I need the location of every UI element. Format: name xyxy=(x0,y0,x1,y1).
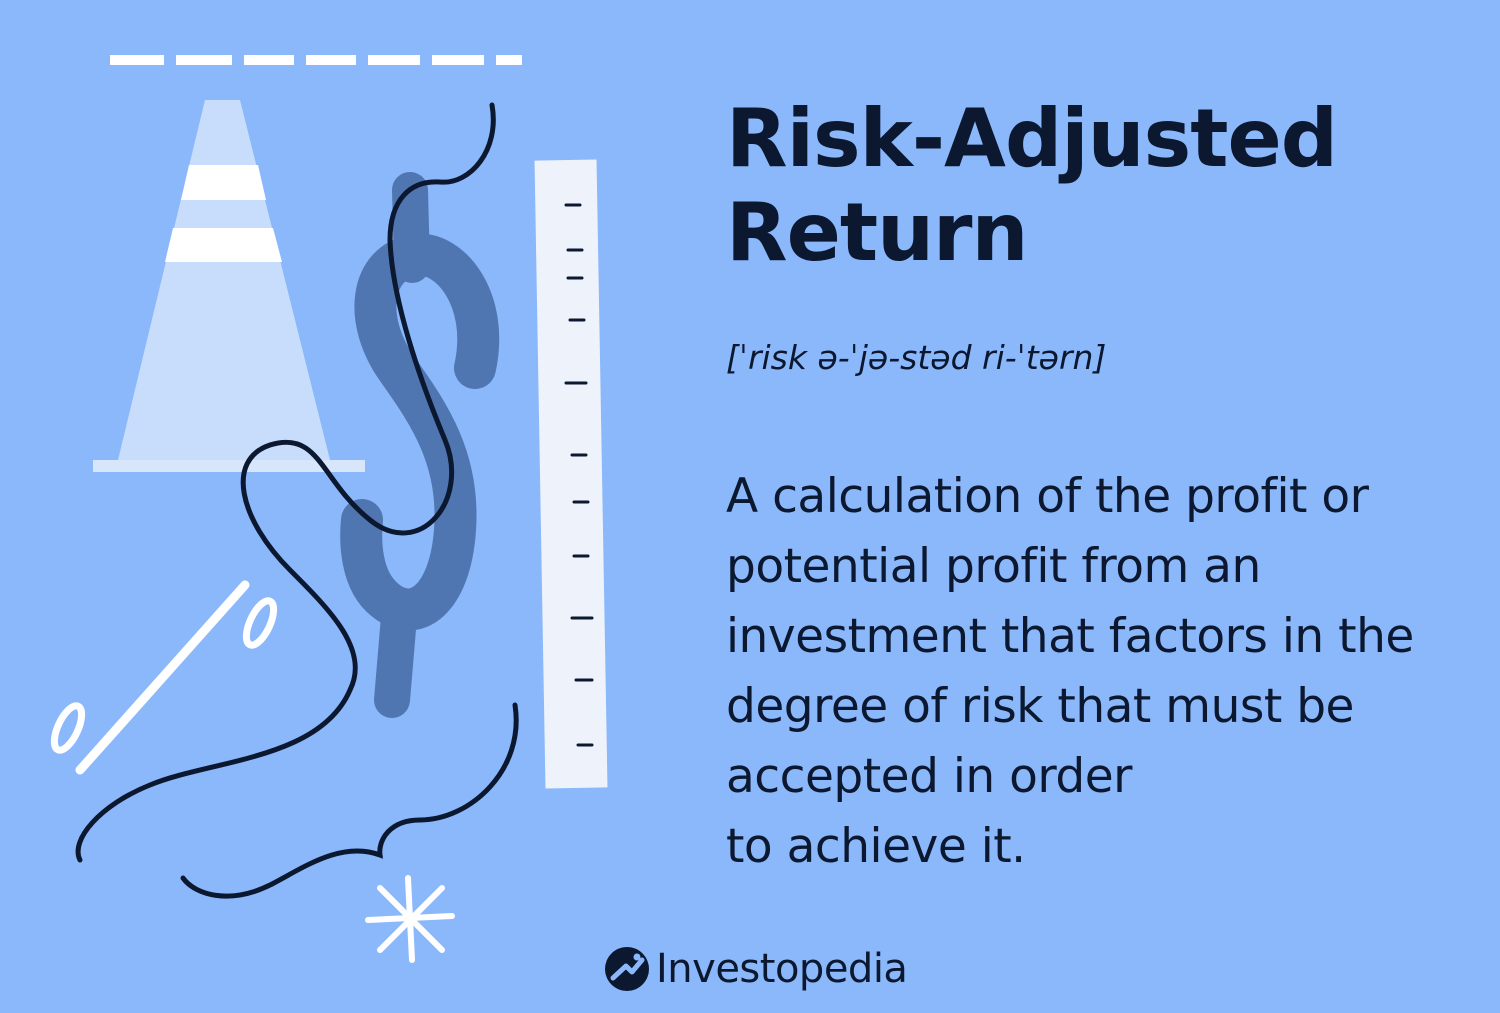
brand-logo: Investopedia xyxy=(604,946,908,992)
definition-line: to achieve it. xyxy=(726,819,1026,874)
asterisk-icon xyxy=(365,875,455,963)
ruler-icon xyxy=(534,159,608,789)
definition-line: degree of risk that must be xyxy=(726,679,1354,734)
dashed-line xyxy=(110,55,522,65)
page-title: Risk-Adjusted Return xyxy=(726,92,1338,280)
investopedia-logo-icon xyxy=(605,947,649,991)
pronunciation: [ˈrisk ə-ˈjə-stəd ri-ˈtərn] xyxy=(726,338,1107,377)
definition-line: accepted in order xyxy=(726,749,1132,804)
dollar-sign-icon xyxy=(340,172,500,718)
percent-sign-icon xyxy=(50,580,278,775)
brand-name: Investopedia xyxy=(656,946,908,992)
curve-line xyxy=(180,702,519,899)
illustration xyxy=(50,55,608,963)
title-line: Risk-Adjusted xyxy=(726,92,1338,185)
title-line: Return xyxy=(726,186,1028,279)
definition-line: potential profit from an xyxy=(726,539,1261,594)
definition-line: investment that factors in the xyxy=(726,609,1414,664)
definition-text: A calculation of the profit or potential… xyxy=(726,462,1414,882)
traffic-cone-icon xyxy=(93,100,365,472)
squiggle-line xyxy=(75,102,496,863)
definition-line: A calculation of the profit or xyxy=(726,469,1369,524)
